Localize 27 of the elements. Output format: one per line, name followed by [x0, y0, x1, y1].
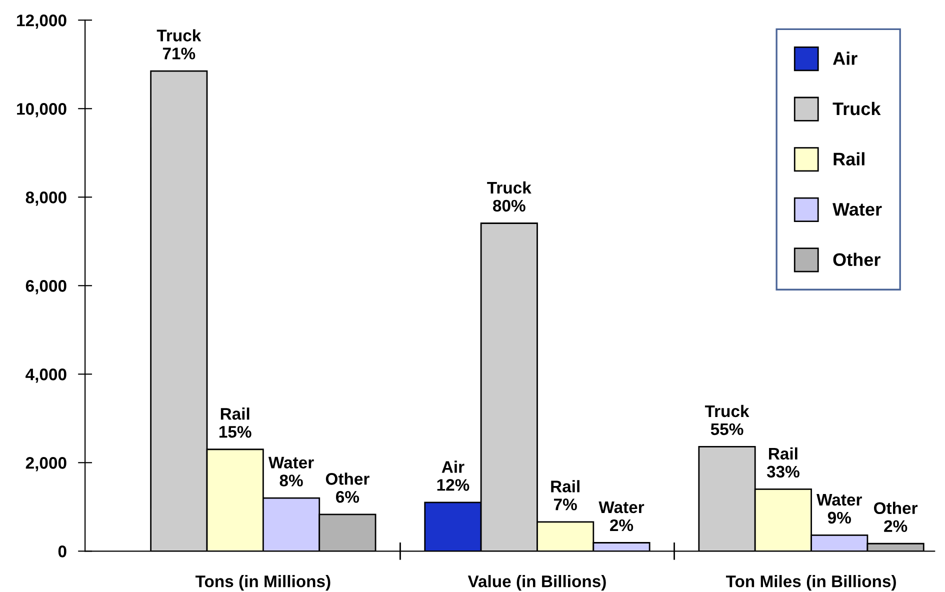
- x-tick-label: Ton Miles (in Billions): [726, 575, 896, 591]
- legend-label: Rail: [834, 152, 864, 166]
- legend-label: Other: [833, 252, 880, 266]
- data-label: Truck 80%: [487, 181, 532, 212]
- data-label: Water 8%: [268, 456, 314, 486]
- y-tick-label: 10,000: [17, 103, 66, 118]
- x-tick-label: Tons (in Millions): [195, 575, 330, 591]
- y-tick-label: 2,000: [26, 457, 66, 472]
- y-tick-label: 6,000: [26, 280, 66, 294]
- data-label: Rail 33%: [766, 447, 800, 478]
- legend-label: Truck: [832, 102, 881, 116]
- data-label: Truck 71%: [156, 29, 202, 60]
- legend-label: Air: [832, 52, 858, 65]
- data-label: Truck 55%: [704, 404, 750, 436]
- data-label: Water 9%: [816, 494, 862, 524]
- data-label: Other 6%: [326, 472, 370, 503]
- legend-label: Water: [832, 203, 882, 216]
- y-tick-label: 0: [58, 546, 66, 558]
- y-tick-label: 12,000: [17, 14, 66, 29]
- y-tick-label: 8,000: [26, 192, 66, 206]
- data-label: Water 2%: [598, 502, 644, 532]
- data-label: Rail 15%: [219, 408, 252, 438]
- x-tick-label: Value (in Billions): [468, 575, 606, 591]
- data-label: Air 12%: [437, 460, 470, 491]
- data-label: Rail 7%: [551, 480, 580, 510]
- data-label: Other 2%: [874, 502, 918, 532]
- y-tick-label: 4,000: [26, 368, 66, 383]
